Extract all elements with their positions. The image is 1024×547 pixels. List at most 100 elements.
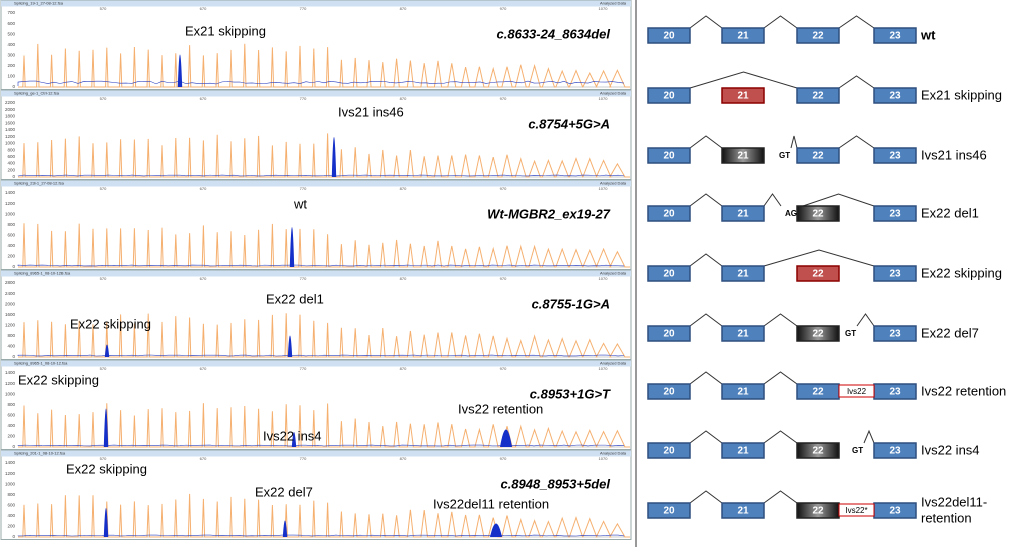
exon (873, 325, 917, 342)
exon (647, 27, 691, 44)
exon (721, 205, 765, 222)
y-tick-label: 600 (7, 154, 15, 159)
exon (721, 442, 765, 459)
peak (490, 523, 502, 537)
peak (500, 429, 512, 447)
intron-connector (763, 490, 798, 504)
variant-label: Ex22 skipping (921, 265, 1002, 280)
exon-number: 22 (812, 209, 824, 220)
exon (796, 147, 840, 164)
exon (647, 383, 691, 400)
intron-connector (838, 75, 875, 89)
intron-connector (689, 71, 798, 89)
y-tick-label: 0 (12, 174, 15, 179)
panel-header (1, 0, 631, 7)
sample-name: c.8948_8953+5del (500, 476, 610, 491)
y-tick-label: 600 (7, 232, 15, 237)
y-tick-label: 0 (12, 264, 15, 269)
y-tick-label: 1600 (5, 120, 16, 125)
peak (291, 432, 297, 447)
peak-annotation: Ivs21 ins46 (338, 104, 404, 119)
sample-trace (17, 534, 625, 537)
x-tick-label: 970 (500, 6, 507, 11)
y-tick-label: 800 (7, 222, 15, 227)
exon (721, 325, 765, 342)
sample-trace (17, 354, 625, 357)
exon-number: 23 (889, 269, 901, 280)
x-tick-label: 570 (100, 186, 107, 191)
variant-label: Ivs22del11- (921, 494, 987, 509)
exon-number: 23 (889, 31, 901, 42)
sample-name: c.8755-1G>A (532, 296, 610, 311)
y-tick-label: 200 (7, 524, 15, 529)
y-tick-label: 2400 (5, 291, 16, 296)
panel-frame (0, 0, 632, 90)
exon-number: 21 (737, 506, 749, 517)
file-name: Splicing_201-1_08-10-12.fsa (14, 451, 66, 456)
intron-connector (689, 371, 723, 385)
exon-number: 20 (663, 387, 675, 398)
x-tick-label: 770 (300, 276, 307, 281)
y-tick-label: 2000 (5, 107, 16, 112)
exon (721, 502, 765, 519)
exon (647, 87, 691, 104)
intron-connector (763, 249, 875, 267)
x-tick-label: 670 (200, 366, 207, 371)
intron-connector (838, 15, 875, 29)
y-tick-label: 1000 (5, 211, 16, 216)
exon-number: 21 (737, 269, 749, 280)
splice-tag: AG (785, 209, 797, 218)
exon (796, 325, 840, 342)
intron-connector (838, 135, 875, 149)
intron-connector (856, 313, 875, 327)
y-tick-label: 800 (7, 402, 15, 407)
peak (177, 54, 183, 87)
y-tick-label: 0 (12, 534, 15, 539)
intron-tag: Ivs22 (847, 387, 867, 396)
y-tick-label: 400 (7, 161, 15, 166)
x-tick-label: 1070 (599, 96, 609, 101)
y-tick-label: 2800 (5, 280, 16, 285)
exon-number: 20 (663, 506, 675, 517)
intron-connector (689, 313, 723, 327)
exon-number: 22 (812, 151, 824, 162)
y-tick-label: 200 (7, 254, 15, 259)
peak-annotation: Ivs22del11 retention (433, 496, 549, 511)
exon (721, 87, 765, 104)
exon-number: 22 (812, 31, 824, 42)
y-tick-label: 200 (7, 63, 15, 68)
peak (103, 408, 109, 447)
x-tick-label: 970 (500, 456, 507, 461)
intron-connector (689, 253, 723, 267)
y-tick-label: 2200 (5, 100, 16, 105)
intron-tag: Ivs22* (845, 506, 867, 515)
x-tick-label: 870 (400, 366, 407, 371)
x-tick-label: 1070 (599, 6, 609, 11)
exon-number: 22 (812, 269, 824, 280)
exon (873, 27, 917, 44)
file-name: Splicing_23i-1_27-08-12.fsa (14, 181, 65, 186)
y-tick-label: 1000 (5, 141, 16, 146)
y-tick-label: 400 (7, 513, 15, 518)
exon (873, 87, 917, 104)
exon-number: 21 (737, 387, 749, 398)
y-tick-label: 600 (7, 412, 15, 417)
x-tick-label: 870 (400, 96, 407, 101)
intron-connector (689, 430, 723, 444)
y-tick-label: 400 (7, 344, 15, 349)
x-tick-label: 570 (100, 6, 107, 11)
y-tick-label: 1800 (5, 114, 16, 119)
x-tick-label: 970 (500, 276, 507, 281)
size-standard-trace (18, 133, 630, 178)
x-tick-label: 1070 (599, 276, 609, 281)
exon (647, 442, 691, 459)
exon-number: 20 (663, 209, 675, 220)
sample-trace (17, 80, 625, 86)
x-tick-label: 770 (300, 456, 307, 461)
peak-annotation: Ex22 del7 (255, 484, 313, 499)
x-tick-label: 970 (500, 96, 507, 101)
size-standard-trace (18, 43, 630, 88)
variant-label: Ivs21 ins46 (921, 147, 987, 162)
intron-retention (838, 503, 875, 517)
